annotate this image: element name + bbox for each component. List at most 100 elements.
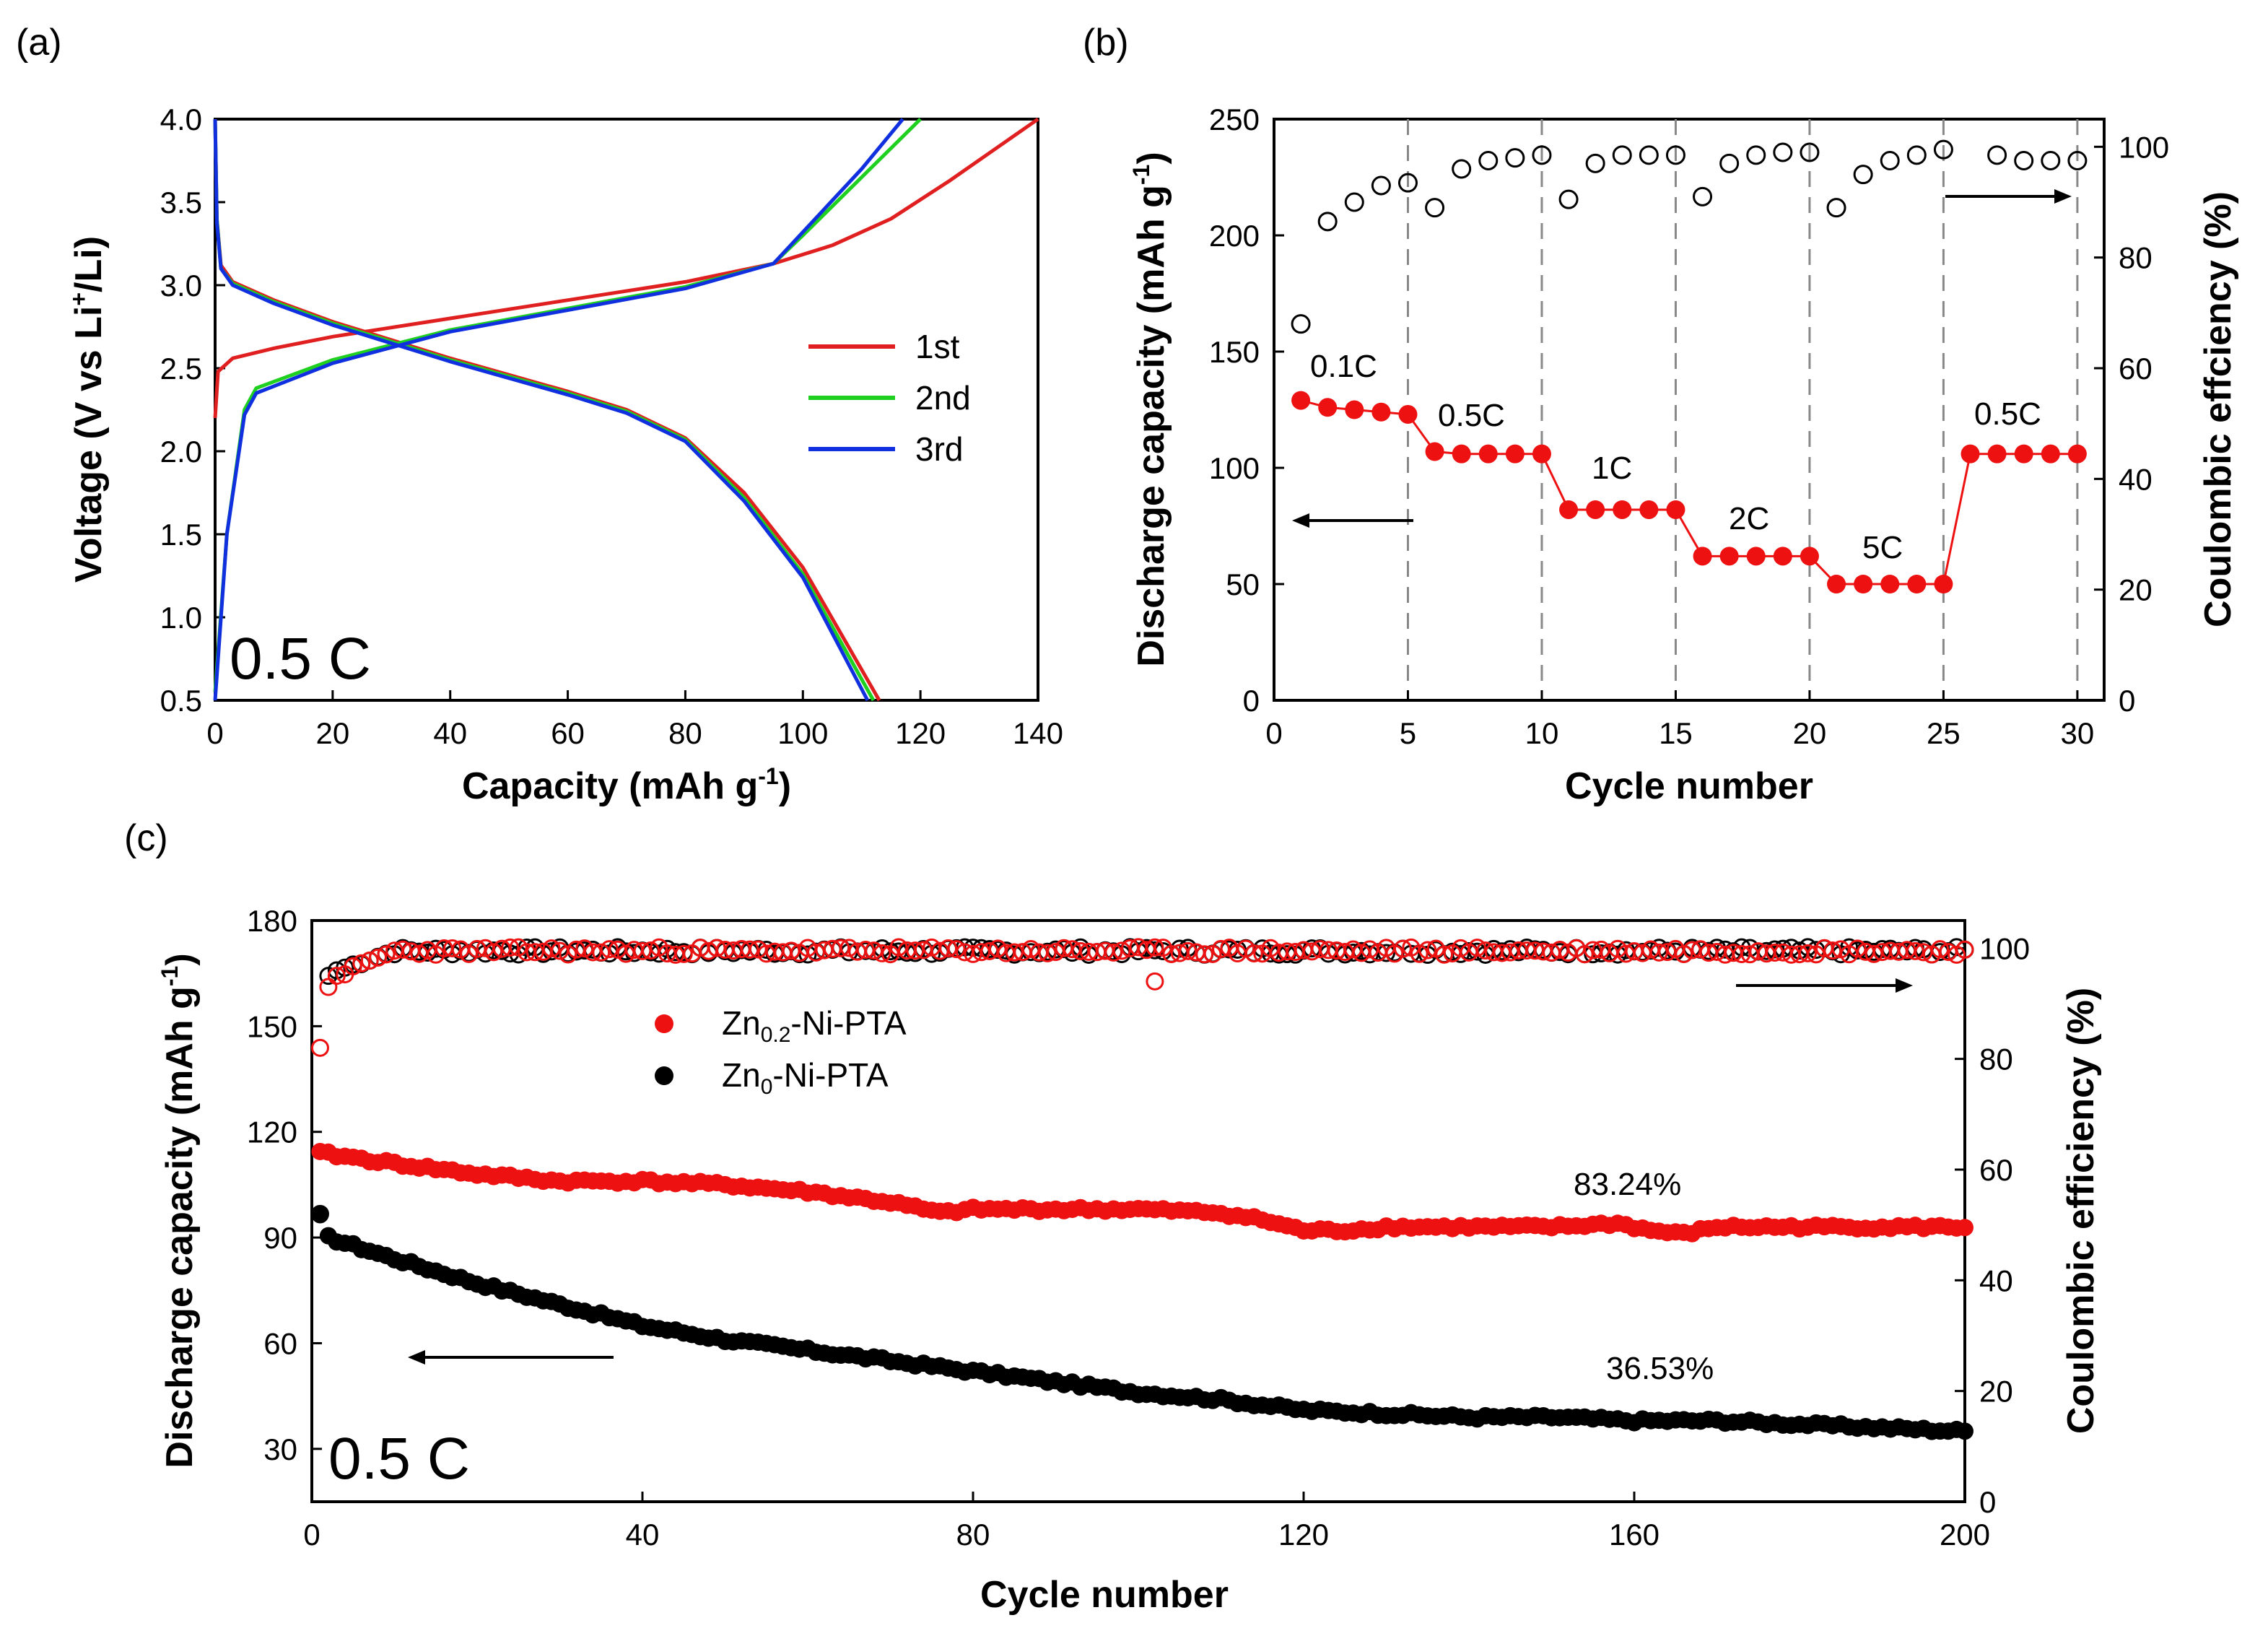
- panel-c-zn02-capacity-series: [311, 1142, 1973, 1243]
- panel-b-right-ytick: 0: [2119, 684, 2135, 718]
- efficiency-point: [1732, 945, 1751, 964]
- efficiency-point: [1746, 145, 1766, 165]
- panel-a-xtick: 100: [777, 716, 828, 750]
- panel-b-left-ytick: 100: [1209, 451, 1260, 485]
- rate-label-2C: 2C: [1729, 501, 1769, 536]
- legend-label-zn02: Zn0.2-Ni-PTA: [722, 1004, 907, 1047]
- efficiency-point: [1906, 941, 1924, 960]
- panel-a-xtick: 140: [1013, 716, 1063, 750]
- panel-a-xtick: 80: [668, 716, 702, 750]
- panel-a-rate-annotation: 0.5 C: [230, 626, 371, 692]
- efficiency-point: [1693, 186, 1713, 206]
- efficiency-point: [501, 938, 520, 957]
- efficiency-point: [964, 944, 982, 963]
- efficiency-point: [1798, 944, 1817, 962]
- efficiency-point: [1244, 944, 1263, 963]
- capacity-point: [1398, 404, 1418, 424]
- efficiency-point: [319, 978, 338, 996]
- panel-b-efficiency-series: [1291, 139, 2088, 334]
- capacity-point: [1746, 547, 1766, 566]
- panel-b-xtick: 5: [1400, 716, 1416, 750]
- efficiency-point: [674, 944, 693, 963]
- efficiency-point: [1397, 173, 1418, 193]
- efficiency-point: [360, 952, 379, 970]
- panel-c-right-ylabel: Coulombic efficiency (%): [2060, 988, 2102, 1434]
- capacity-point: [1371, 402, 1391, 422]
- retention-label-zn02: 83.24%: [1574, 1167, 1681, 1202]
- panel-a-xtick: 60: [551, 716, 585, 750]
- capacity-connecting-line: [1300, 399, 2077, 586]
- panel-b-xtick: 30: [2061, 716, 2095, 750]
- panel-b-xtick: 10: [1525, 716, 1559, 750]
- efficiency-point: [947, 940, 966, 959]
- efficiency-point: [1425, 198, 1445, 218]
- efficiency-point: [1005, 943, 1024, 962]
- efficiency-point: [1047, 943, 1065, 962]
- capacity-point: [2014, 444, 2033, 464]
- rate-label-5C: 5C: [1862, 530, 1903, 565]
- capacity-point: [1478, 444, 1498, 464]
- panel-c-xtick: 0: [303, 1518, 320, 1552]
- capacity-point: [1907, 575, 1927, 593]
- rate-label-0.5C: 0.5C: [1438, 398, 1505, 433]
- panel-a-ytick: 1.0: [160, 601, 202, 635]
- efficiency-point: [1021, 939, 1040, 958]
- efficiency-point: [1612, 145, 1632, 165]
- capacity-point: [1773, 547, 1792, 566]
- efficiency-point: [1906, 145, 1927, 165]
- panel-b-left-ytick: 150: [1209, 335, 1260, 369]
- capacity-point: [1693, 547, 1712, 566]
- panel-a-ytick: 3.5: [160, 186, 202, 219]
- efficiency-point: [310, 1038, 329, 1057]
- efficiency-point: [1478, 151, 1499, 170]
- efficiency-point: [741, 940, 759, 959]
- panel-b-ticks: [1273, 118, 2104, 702]
- panel-a-xtick: 120: [895, 716, 946, 750]
- rate-label-0.1C: 0.1C: [1310, 349, 1377, 384]
- capacity-point: [1827, 575, 1846, 593]
- panel-a-ytick: 0.5: [160, 684, 202, 718]
- efficiency-point: [972, 943, 990, 962]
- capacity-point: [1559, 500, 1579, 519]
- panel-c-xtick: 80: [956, 1518, 990, 1552]
- capacity-point: [1666, 500, 1685, 519]
- panel-c-plot: [310, 919, 1974, 1503]
- panel-a-ytick: 1.5: [160, 518, 202, 552]
- efficiency-point: [873, 944, 891, 962]
- panel-b-capacity-series: [1291, 391, 2087, 593]
- efficiency-point: [1162, 945, 1181, 964]
- efficiency-point: [592, 943, 611, 962]
- efficiency-point: [600, 940, 619, 959]
- panel-a-ytick: 4.0: [160, 103, 202, 136]
- efficiency-point: [633, 941, 652, 960]
- panel-b-right-ytick: 20: [2119, 573, 2153, 607]
- legend-label-3rd: 3rd: [915, 430, 963, 468]
- panel-a-xtick: 40: [433, 716, 467, 750]
- capacity-point: [1291, 391, 1311, 410]
- capacity-point: [1318, 398, 1338, 417]
- efficiency-point: [1914, 943, 1933, 962]
- efficiency-point: [1955, 940, 1974, 959]
- capacity-point: [1960, 444, 1980, 464]
- panel-c-right-ytick: 100: [1979, 931, 2030, 965]
- legend-label-zn0: Zn0-Ni-PTA: [722, 1056, 889, 1099]
- efficiency-point: [1291, 314, 1311, 334]
- efficiency-point: [1505, 148, 1525, 168]
- legend-marker-zn02: [655, 1014, 673, 1033]
- series-2nd-discharge-curve: [213, 118, 876, 702]
- series-3rd-discharge-curve: [213, 118, 870, 702]
- efficiency-point: [641, 941, 660, 960]
- efficiency-point: [1933, 139, 1953, 160]
- capacity-point: [2041, 444, 2060, 464]
- panel-a-xtick: 20: [315, 716, 349, 750]
- efficiency-point: [1055, 939, 1073, 957]
- capacity-point: [1586, 500, 1605, 519]
- capacity-point: [1880, 575, 1900, 593]
- panel-c-right-arrow: [1736, 978, 1913, 993]
- legend-label-2nd: 2nd: [915, 379, 971, 417]
- panel-c-xtick: 40: [626, 1518, 660, 1552]
- rate-label-0.5C-recovery: 0.5C: [1974, 396, 2041, 432]
- efficiency-point: [1344, 192, 1364, 212]
